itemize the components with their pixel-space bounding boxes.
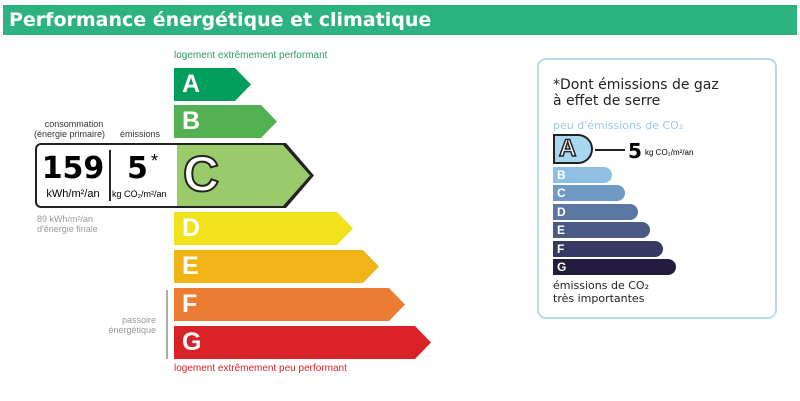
ges-pointer-line [595, 149, 625, 151]
consumption-sub: (énergie primaire) [34, 129, 106, 139]
ges-class-a-current: A [553, 134, 593, 164]
ges-bottom-1: émissions de CO₂ [553, 279, 649, 292]
ges-note-1: *Dont émissions de gaz [553, 77, 719, 93]
consumption-unit: kWh/m²/an [46, 188, 100, 200]
consumption-value: 159 [41, 151, 105, 186]
emissions-unit: kg CO₂/m²/an [112, 189, 167, 199]
dpe-class-f: F [174, 288, 405, 321]
emissions-label: émissions [120, 129, 161, 139]
ges-value: 5 [628, 139, 642, 163]
ges-bottom-2: très importantes [553, 292, 645, 305]
dpe-class-e: E [174, 250, 379, 283]
final-energy-label: d'énergie finale [37, 224, 98, 234]
passoire-label-2: énergétique [108, 325, 156, 335]
passoire-label: passoire [121, 315, 156, 325]
ges-top-label: peu d'émissions de CO₂ [553, 119, 684, 132]
ges-class-d: D [553, 204, 638, 220]
ges-class-f: F [553, 241, 663, 257]
passoire-divider [166, 290, 168, 359]
ges-unit: kg CO₂/m²/an [645, 148, 694, 157]
dpe-class-a: A [174, 68, 251, 101]
ges-class-g: G [553, 259, 676, 275]
ges-class-b: B [553, 167, 612, 183]
final-energy: 89 kWh/m²/an [37, 214, 94, 224]
emissions-value: 5 [127, 151, 148, 186]
ges-class-c: C [553, 185, 625, 201]
dpe-class-c-current: C [175, 143, 314, 208]
dpe-class-c-letter: C [183, 146, 220, 202]
dpe-class-d: D [174, 212, 353, 245]
page-title: Performance énergétique et climatique [3, 5, 797, 35]
ges-note-2: à effet de serre [553, 93, 661, 109]
dpe-class-b: B [174, 105, 277, 138]
bottom-label: logement extrêmement peu performant [174, 363, 347, 374]
emissions-star: * [151, 151, 159, 171]
top-label: logement extrêmement performant [174, 50, 328, 61]
values-box: 159 kWh/m²/an 5 * kg CO₂/m²/an [35, 143, 177, 208]
ges-class-e: E [553, 222, 650, 238]
ges-panel [537, 58, 777, 319]
consumption-label: consommation [44, 119, 104, 129]
dpe-class-g: G [174, 326, 431, 359]
